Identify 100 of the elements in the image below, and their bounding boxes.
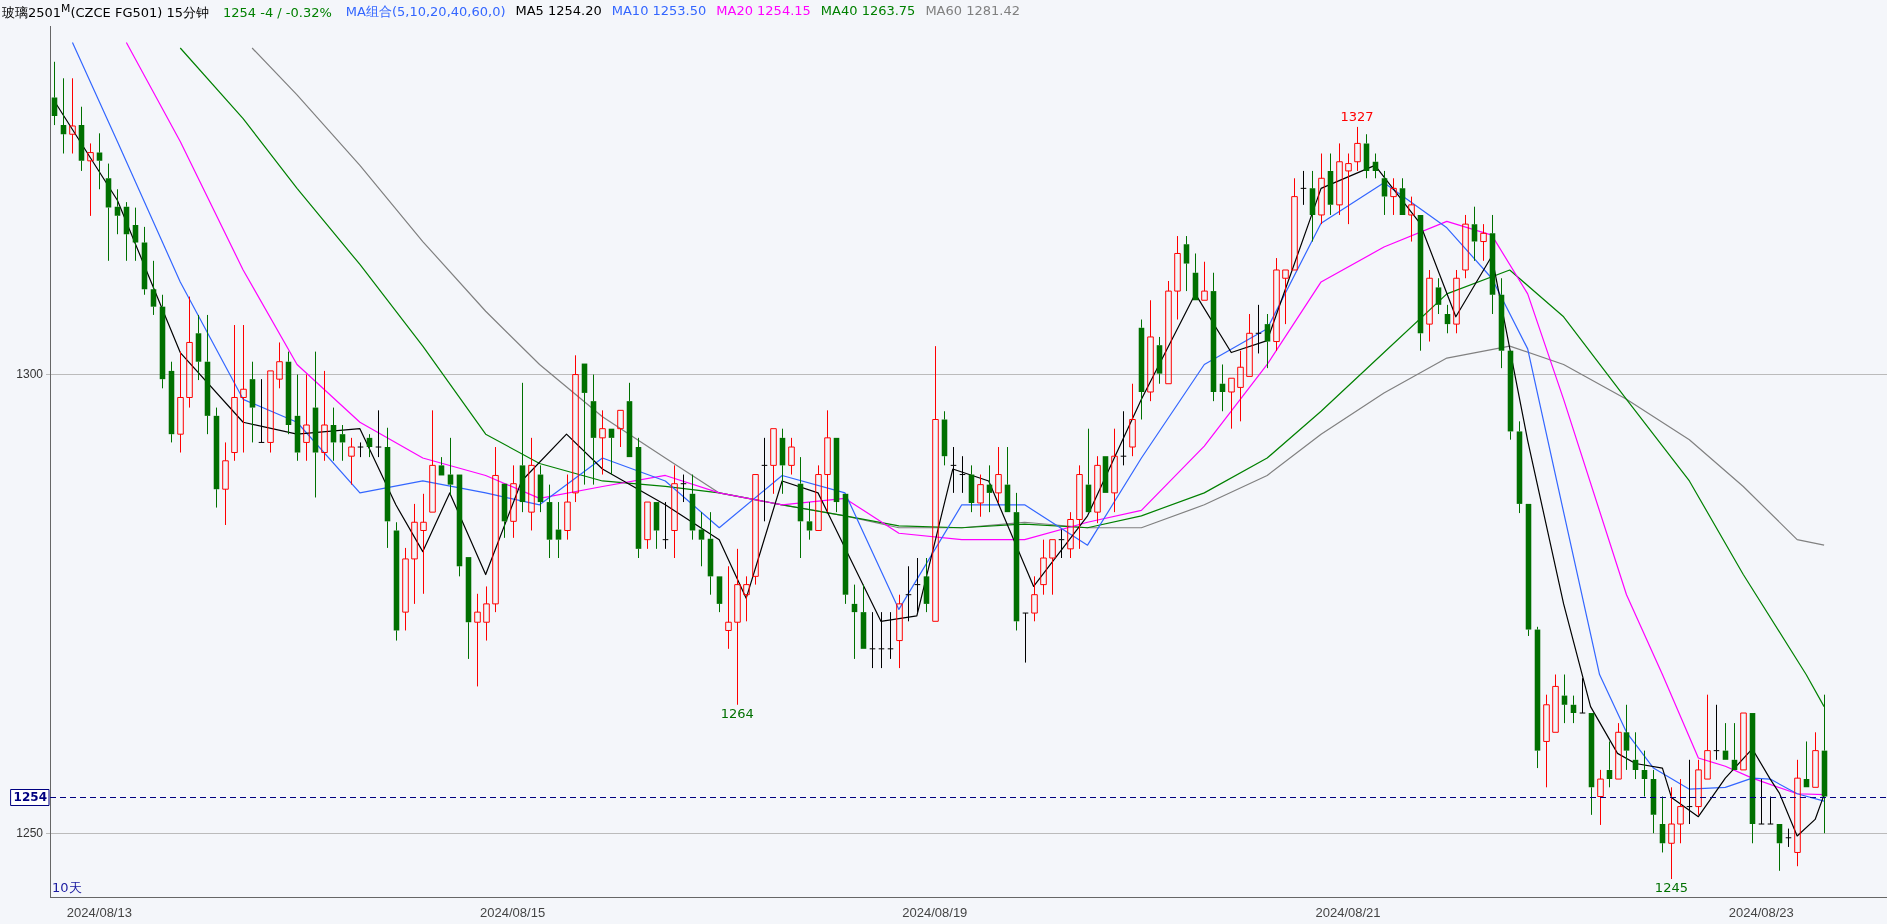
candlestick: [599, 409, 606, 476]
candlestick: [1318, 153, 1325, 225]
candlestick: [932, 345, 939, 622]
candlestick: [1579, 677, 1586, 714]
candlestick: [1067, 511, 1074, 559]
candlestick: [1094, 455, 1101, 524]
candlestick: [1031, 575, 1038, 622]
candlestick: [1013, 492, 1020, 631]
candlestick: [1668, 786, 1675, 880]
annotation: 10天: [52, 880, 82, 896]
candlestick: [78, 106, 85, 172]
candlestick: [87, 142, 94, 217]
x-tick-label: 2024/08/19: [902, 904, 968, 920]
candlestick: [465, 557, 472, 660]
candlestick: [429, 409, 436, 513]
candlestick: [231, 324, 238, 462]
candlestick: [1381, 170, 1388, 216]
candlestick: [896, 594, 903, 669]
candlestick: [1282, 269, 1289, 325]
candlestick: [375, 409, 382, 458]
candlestick: [1498, 277, 1505, 369]
candlestick: [590, 374, 597, 486]
candlestick: [312, 351, 319, 498]
candlestick: [1767, 796, 1774, 825]
ref-line-label: 1254: [13, 789, 47, 804]
candlestick: [1426, 269, 1433, 343]
candlestick: [1264, 313, 1271, 369]
candlestick: [1525, 503, 1532, 637]
text: MA10 1253.50: [611, 3, 707, 21]
candlestick: [303, 374, 310, 462]
candlestick: [510, 464, 517, 539]
candlestick: [1327, 153, 1334, 216]
candlestick: [492, 446, 499, 613]
candlestick: [546, 484, 553, 559]
candlestick: [1354, 126, 1361, 172]
candlestick: [1129, 383, 1136, 457]
candlestick: [1183, 235, 1190, 292]
candlestick: [204, 314, 211, 435]
candlestick: [1543, 694, 1550, 788]
candlestick: [1794, 759, 1801, 867]
candlestick: [411, 503, 418, 605]
candlestick: [1273, 257, 1280, 352]
chart-title: 玻璃2501$^{M}$(CZCE FG501) 15分钟: [2, 2, 210, 23]
candlestick: [788, 437, 795, 476]
candlestick: [348, 437, 355, 486]
candlestick: [105, 163, 112, 262]
candlestick: [393, 521, 400, 642]
candlestick: [420, 493, 427, 595]
x-tick-label: 2024/08/15: [480, 904, 546, 920]
candlestick: [1704, 694, 1711, 780]
candlestick: [923, 557, 930, 613]
candlestick: [1237, 350, 1244, 422]
candlestick: [1471, 206, 1478, 262]
candlestick: [860, 584, 867, 649]
candlestick: [1228, 377, 1235, 430]
candlestick: [240, 324, 247, 454]
candlestick: [1453, 269, 1460, 334]
candlestick: [1040, 539, 1047, 596]
chart-subtitle: 1254 -4 / -0.32%: [223, 4, 332, 20]
candlestick: [1147, 299, 1154, 402]
candlestick: [141, 226, 148, 296]
x-tick-label: 2024/08/21: [1315, 904, 1381, 920]
candlestick: [716, 576, 723, 613]
y-tick-label: 1300: [16, 366, 44, 381]
candlestick: [1336, 142, 1343, 216]
candlestick: [770, 428, 777, 495]
candlestick: [1812, 731, 1819, 788]
candlestick: [1552, 674, 1559, 733]
candlestick: [1049, 539, 1056, 596]
candlestick: [1363, 133, 1370, 179]
candlestick: [572, 354, 579, 503]
candlestick: [617, 409, 624, 448]
candlestick: [474, 593, 481, 687]
candlestick: [1615, 722, 1622, 780]
candlestick: [528, 437, 535, 531]
candlestick: [483, 585, 490, 642]
candlestick: [1417, 214, 1424, 352]
candlestick: [276, 341, 283, 389]
candlestick: [321, 370, 328, 462]
candlestick: [1076, 464, 1083, 550]
candlestick: [1597, 769, 1604, 826]
candlestick: [824, 409, 831, 513]
candlestick: [564, 474, 571, 541]
candlestick: [734, 548, 741, 706]
candlestick: [267, 370, 274, 454]
candlestick: [1695, 759, 1702, 816]
annotation: 1264: [720, 705, 754, 721]
candlestick: [626, 382, 633, 458]
candlestick: [1022, 612, 1029, 664]
candlestick: [249, 361, 256, 443]
annotation: 1245: [1654, 879, 1688, 895]
candlestick: [186, 296, 193, 409]
candlestick: [1201, 261, 1208, 301]
candlestick: [1345, 153, 1352, 225]
candlestick: [644, 501, 651, 550]
text: MA20 1254.15: [716, 3, 811, 21]
candlestick: [1408, 196, 1415, 243]
candlestick: [294, 374, 301, 462]
candlestick: [1489, 214, 1496, 315]
candlestick: [1309, 170, 1316, 243]
